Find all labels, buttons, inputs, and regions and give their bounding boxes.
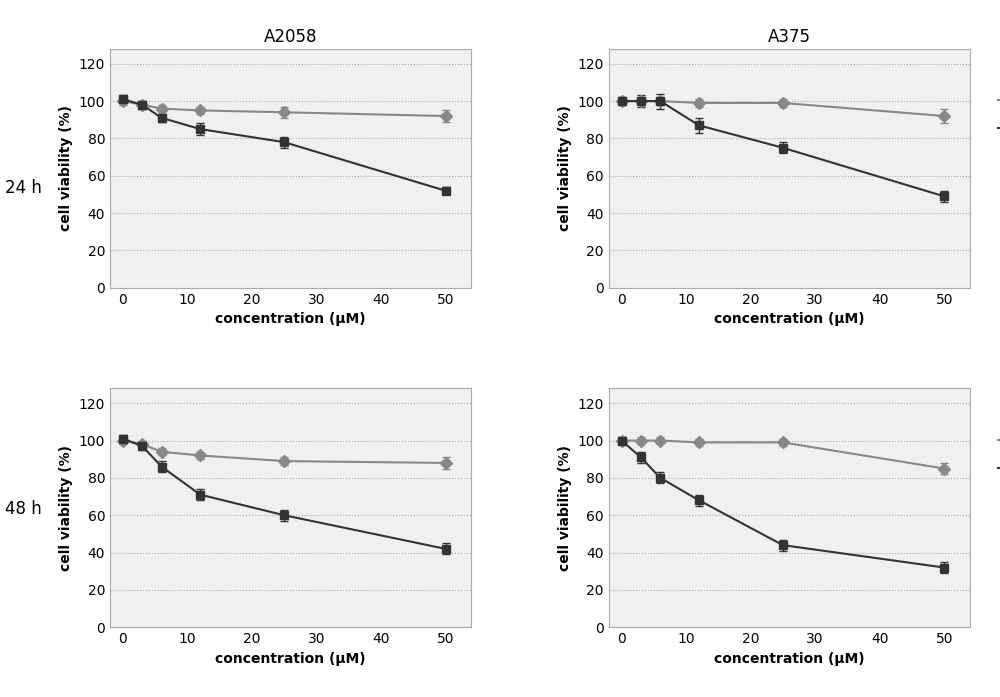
X-axis label: concentration (μM): concentration (μM) [714, 312, 865, 326]
Y-axis label: cell viability (%): cell viability (%) [59, 105, 73, 231]
Y-axis label: cell viability (%): cell viability (%) [558, 105, 572, 231]
Y-axis label: cell viability (%): cell viability (%) [59, 445, 73, 571]
Y-axis label: cell viability (%): cell viability (%) [558, 445, 572, 571]
X-axis label: concentration (μM): concentration (μM) [714, 652, 865, 666]
Legend: HMF, 5HHMF: HMF, 5HHMF [991, 427, 1000, 483]
Legend: HMF, 5HHMF: HMF, 5HHMF [991, 88, 1000, 144]
Title: A2058: A2058 [264, 28, 317, 46]
Text: 48 h: 48 h [5, 500, 42, 518]
X-axis label: concentration (μM): concentration (μM) [215, 312, 366, 326]
Title: A375: A375 [768, 28, 811, 46]
Text: 24 h: 24 h [5, 179, 42, 197]
X-axis label: concentration (μM): concentration (μM) [215, 652, 366, 666]
